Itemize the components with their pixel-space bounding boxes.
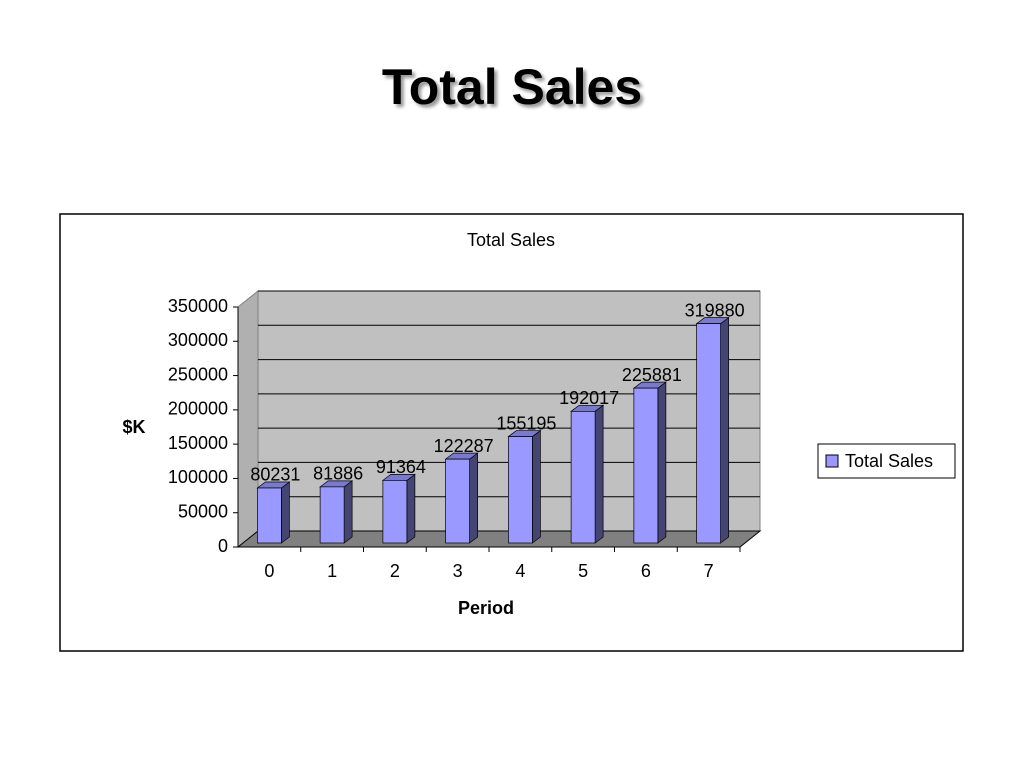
bar-side [657, 381, 667, 544]
y-tick-label: 350000 [168, 296, 228, 316]
x-tick-label: 2 [390, 561, 400, 581]
y-tick-label: 150000 [168, 433, 228, 453]
bar [319, 486, 345, 544]
bar [445, 458, 470, 544]
bar-side [406, 473, 416, 544]
bar-side [532, 429, 541, 544]
x-axis-label: Period [458, 598, 514, 618]
value-label: 81886 [313, 464, 363, 484]
value-label: 91364 [376, 457, 426, 477]
x-tick-label: 1 [327, 561, 337, 581]
side-wall [237, 289, 259, 549]
bar-side [281, 481, 290, 544]
value-label: 155195 [496, 413, 556, 433]
chart-title: Total Sales [467, 230, 555, 250]
bar [382, 480, 408, 544]
x-tick-label: 7 [704, 561, 714, 581]
x-tick-label: 3 [453, 561, 463, 581]
value-label: 192017 [559, 388, 619, 408]
bar [570, 410, 596, 544]
bar [633, 387, 659, 544]
legend-label: Total Sales [845, 451, 933, 471]
x-tick-label: 5 [578, 561, 588, 581]
value-label: 122287 [434, 436, 494, 456]
bar [696, 323, 721, 544]
bar-side [720, 316, 729, 544]
y-tick-label: 50000 [178, 501, 228, 521]
y-tick-label: 250000 [168, 364, 228, 384]
x-tick-label: 6 [641, 561, 651, 581]
bar [257, 487, 282, 544]
legend-swatch [825, 454, 839, 468]
slide-title: Total Sales [381, 59, 643, 115]
x-tick-label: 0 [264, 561, 274, 581]
x-tick-label: 4 [515, 561, 525, 581]
bar-side [594, 404, 604, 544]
value-label: 319880 [685, 300, 745, 320]
y-tick-label: 100000 [168, 467, 228, 487]
bar-side [343, 480, 353, 544]
legend [817, 443, 956, 479]
y-axis-label: $K [122, 417, 145, 437]
y-tick-label: 200000 [168, 399, 228, 419]
value-label: 225881 [622, 365, 682, 385]
y-tick-label: 300000 [168, 330, 228, 350]
y-tick-label: 0 [218, 536, 228, 556]
value-label: 80231 [250, 465, 300, 485]
bar-side [469, 452, 478, 544]
floor [236, 530, 762, 548]
bar [508, 436, 533, 544]
